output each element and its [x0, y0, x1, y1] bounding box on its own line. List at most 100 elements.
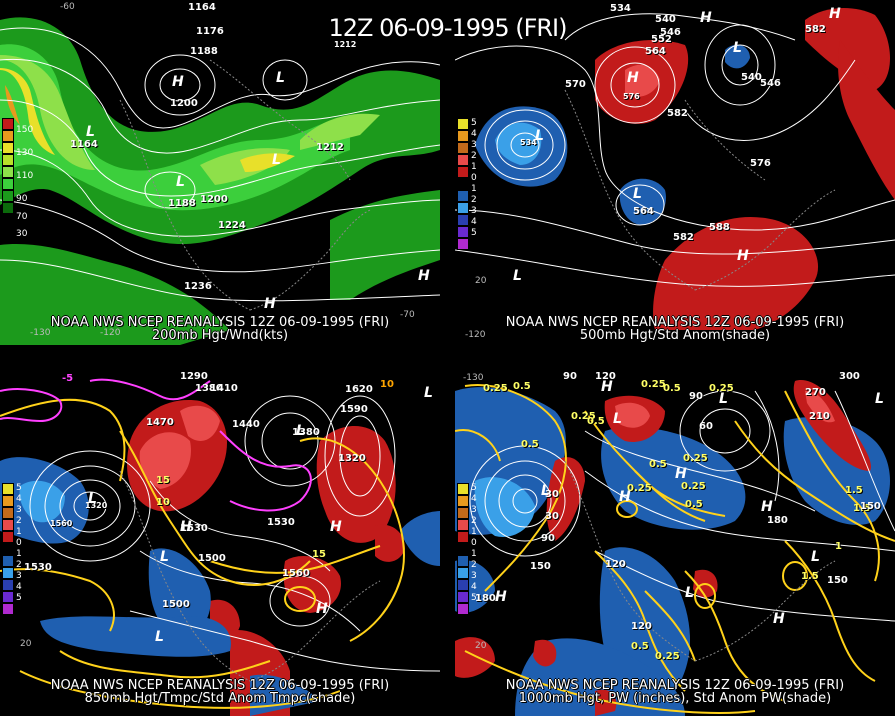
- lon-label: -70: [400, 310, 415, 320]
- low-pressure-symbol: L: [613, 411, 622, 427]
- panel-500mb: 20 -120 534 540 546 552 564 570 576 582 …: [455, 0, 895, 345]
- lon-label: -60: [60, 2, 75, 12]
- contour-label: 582: [805, 24, 826, 35]
- contour-label: 210: [809, 411, 830, 422]
- panel-200mb: -60 -130 -120 -70 1164 1176 1188 1200 11…: [0, 0, 440, 345]
- panel-caption: NOAA NWS NCEP REANALYSIS 12Z 06-09-1995 …: [505, 678, 845, 693]
- contour-label: 588: [709, 222, 730, 233]
- contour-label: 90: [541, 533, 555, 544]
- temp-label: 15: [312, 549, 326, 560]
- contour-label: 60: [699, 421, 713, 432]
- high-pressure-symbol: H: [180, 519, 192, 535]
- low-pressure-symbol: L: [276, 70, 285, 86]
- lon-label: 20: [20, 639, 32, 649]
- contour-label: 120: [605, 559, 626, 570]
- contour-label: 1290: [180, 371, 208, 382]
- high-pressure-symbol: H: [737, 248, 749, 264]
- low-pressure-symbol: L: [160, 549, 169, 565]
- low-pressure-symbol: L: [155, 629, 164, 645]
- low-pressure-symbol: L: [296, 423, 305, 439]
- contour-label: 1470: [146, 417, 174, 428]
- temp-label: 10: [156, 497, 170, 508]
- contour-label: 90: [689, 391, 703, 402]
- low-pressure-symbol: L: [719, 391, 728, 407]
- contour-label: 1188: [168, 198, 196, 209]
- high-pressure-symbol: H: [601, 379, 613, 395]
- pw-label: 0.5: [685, 499, 703, 510]
- contour-label: 1200: [200, 194, 228, 205]
- contour-label: 582: [667, 108, 688, 119]
- panel-subcaption: 850mb Hgt/Tmpc/Std Anom Tmpc(shade): [84, 691, 356, 706]
- contour-label: 546: [660, 27, 681, 38]
- contour-label: 120: [595, 371, 616, 382]
- contour-label: 1164: [188, 2, 216, 13]
- contour-label: 180: [475, 593, 496, 604]
- panel-850mb: 20 1290 1380 1410 1470 1440 1380 1620 15…: [0, 371, 440, 716]
- pw-label: 0.25: [627, 483, 652, 494]
- contour-label: 1236: [184, 281, 212, 292]
- anomaly-negative-central: [619, 178, 666, 225]
- main-title: 12Z 06-09-1995 (FRI): [328, 14, 568, 42]
- contour-label: 150: [860, 501, 881, 512]
- high-pressure-symbol: H: [773, 611, 785, 627]
- contour-label: 576: [750, 158, 771, 169]
- high-pressure-symbol: H: [316, 601, 328, 617]
- high-pressure-symbol: H: [330, 519, 342, 535]
- low-pressure-symbol: L: [176, 174, 185, 190]
- high-pressure-symbol: H: [264, 296, 276, 312]
- high-pressure-symbol: H: [700, 10, 712, 26]
- color-legend: 5 4 3 2 1 0 1 2 3 4 5: [2, 483, 22, 615]
- contour-label: 90: [563, 371, 577, 382]
- contour-label: 180: [767, 515, 788, 526]
- lon-label: 20: [475, 276, 487, 286]
- temp-label: 10: [380, 379, 394, 390]
- pw-label: 0.5: [663, 383, 681, 394]
- panel-200mb-map: [0, 0, 440, 345]
- low-pressure-symbol: L: [811, 549, 820, 565]
- low-pressure-symbol: L: [633, 186, 642, 202]
- contour-label: 552: [651, 34, 672, 45]
- color-legend: 5 4 3 2 1 0 1 2 3 4 5: [457, 118, 477, 250]
- lon-label: -120: [465, 330, 486, 340]
- pw-label: 0.25: [655, 651, 680, 662]
- contour-label: 1530: [24, 562, 52, 573]
- contour-label: 1176: [196, 26, 224, 37]
- contour-label: 1320: [85, 501, 108, 510]
- pw-label: 1: [835, 541, 842, 552]
- contour-label: 120: [631, 621, 652, 632]
- contour-label: 570: [565, 79, 586, 90]
- contour-label: 1380: [292, 427, 320, 438]
- panel-1000mb-pw: -130 20 0.25 0.5 0.25 0.5 0.25 0.5 0.25 …: [455, 371, 895, 716]
- pw-label: 0.25: [683, 453, 708, 464]
- temp-label: 15: [156, 475, 170, 486]
- pw-label: 0.25: [571, 411, 596, 422]
- contour-label: 576: [623, 92, 640, 101]
- pw-label: 1.5: [845, 485, 863, 496]
- high-pressure-symbol: H: [172, 74, 184, 90]
- contour-label: 1410: [210, 383, 238, 394]
- pw-label: 0.5: [521, 439, 539, 450]
- panel-850mb-map: [0, 371, 440, 716]
- contour-label: 30: [545, 511, 559, 522]
- high-pressure-symbol: H: [627, 70, 639, 86]
- pw-label: 1.5: [801, 571, 819, 582]
- pw-label: 0.5: [513, 381, 531, 392]
- contour-label: 1320: [338, 453, 366, 464]
- pw-label: 0.5: [587, 416, 605, 427]
- contour-label: 534: [610, 3, 631, 14]
- wind-shade-inner: [0, 55, 95, 170]
- contour-label: 1440: [232, 419, 260, 430]
- panel-1000mb-pw-map: [455, 371, 895, 716]
- panel-subcaption: 200mb Hgt/Wnd(kts): [151, 328, 289, 343]
- anomaly-positive-se: [653, 216, 819, 330]
- high-pressure-symbol: H: [761, 499, 773, 515]
- contour-label: 1380: [195, 383, 223, 394]
- contour-label: 1560: [282, 568, 310, 579]
- high-pressure-symbol: H: [495, 589, 507, 605]
- contour-label: 150: [530, 561, 551, 572]
- low-pressure-symbol: L: [541, 483, 550, 499]
- lon-label: -120: [100, 328, 121, 338]
- contour-label: 300: [839, 371, 860, 382]
- contour-label: 1500: [162, 599, 190, 610]
- high-pressure-symbol: H: [619, 489, 631, 505]
